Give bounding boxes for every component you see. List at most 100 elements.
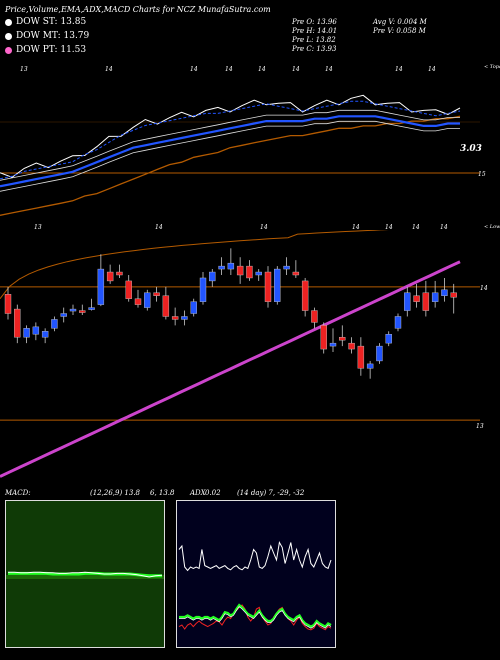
candle-body [41,331,49,338]
ema-bottom-tag: 13 [34,224,42,230]
ema-bottom-tag: 14 [260,224,268,230]
candle-body [60,313,67,317]
ema-line-price [0,94,461,178]
stat-low: Pre L: 13.82 [292,36,336,44]
candle-body [348,342,355,350]
candle-body [106,271,114,282]
candle-body [51,319,58,329]
candle-body [366,363,374,369]
candle-body [450,292,457,298]
ema-line-mid [0,115,460,188]
price-lower-level-label: 13 [476,423,484,430]
candle-body [162,295,170,317]
ema-top-tag: 13 [20,66,28,73]
macd-panel [5,500,165,648]
macd-title: MACD: [5,489,31,497]
stat-open: Pre O: 13.96 [292,18,337,26]
candle-body [199,277,207,302]
price-ema-line [0,230,389,300]
candle-body [79,310,86,313]
ema-bottom-tag: 14 [155,224,163,230]
legend-dow-st: DOW ST: 13.85 [5,17,86,27]
adx-di-outline [179,606,332,629]
adx-plot [178,541,332,631]
candle-body [23,328,30,338]
ema-top-tag: 14 [325,66,333,73]
legend-dot-pt [5,46,12,54]
price-trend-line [0,260,461,478]
ema-top-tag: 14 [292,66,300,73]
adx-plus-di-line [179,603,332,628]
adx-params: (14 day) 7, -29, -32 [237,489,305,497]
candle-body [181,316,188,320]
candle-body [431,292,439,302]
candle-body [311,310,318,323]
candle-body [227,262,235,270]
adx-minus-di-line [178,604,332,631]
candle-body [413,295,420,302]
stat-high: Pre H: 14.01 [292,27,338,35]
candle-body [134,298,142,305]
candle-body [236,265,244,276]
candle-body [357,345,365,369]
ema-top-tag: 14 [225,66,233,73]
chart-title: Price,Volume,EMA,ADX,MACD Charts for NCZ… [5,5,271,14]
macd-overlap-label: 6, 13.8 [150,489,175,497]
candle-body [385,334,392,344]
ema-top-tag: 14 [428,66,436,73]
legend-dot-mt [5,32,12,40]
ema-bottom-right-tag: < Loweа [484,224,500,230]
candle-body [88,307,95,310]
candle-body [4,294,12,314]
macd-params: (12,26,9) 13.8 [90,489,140,497]
candle-body [246,265,253,279]
legend-label-st: DOW ST: 13.85 [16,17,87,27]
adx-overlap-label: 0.02 [205,489,221,497]
stat-close: Pre C: 13.93 [292,45,337,53]
candle-body [14,308,21,338]
adx-title: ADX [190,489,206,497]
candle-body [153,292,160,296]
ema-top-right-tag: < Topa [484,64,500,70]
candle-body [255,271,262,276]
ema-line-long [0,115,461,216]
ema-top-tag: 14 [105,66,113,73]
candle-body [394,316,402,329]
ema-bottom-tag: 14 [352,224,360,230]
candle-body [97,268,105,305]
candle-body [441,289,448,296]
macd-line [8,571,163,578]
candle-body [339,337,346,341]
ema-top-tag: 14 [395,66,403,73]
candle-body [116,271,123,276]
candle-body [422,292,430,311]
price-level-label: 14 [480,285,488,292]
stat-prev-volume: Pre V: 0.058 M [373,27,426,35]
ema-band-lower [0,120,460,192]
ema-top-tag: 14 [190,66,198,73]
candle-body [218,265,225,270]
candle-body [125,280,132,299]
legend-dow-pt: DOW PT: 11.53 [5,45,86,55]
candle-body [264,271,272,302]
ema-chart: 13 14 14 14 14 14 14 14 14 < Topa 13 14 14 14 14 14 14 < … [0,64,500,230]
candle-body [320,325,327,350]
legend-dow-mt: DOW MT: 13.79 [5,31,89,41]
candle-body [32,326,40,335]
legend-dot-st [5,18,12,26]
ema-value-label: 3.03 [460,144,482,154]
ema-top-tag: 14 [258,66,266,73]
legend-label-mt: DOW MT: 13.79 [16,31,90,41]
macd-title-label: MACD [5,489,29,497]
ema-bottom-tag: 14 [412,224,420,230]
candle-body [274,268,281,302]
ema-bottom-tag: 14 [440,224,448,230]
candle-body [329,342,337,347]
ema-band-upper [0,109,460,181]
candle-body [404,292,411,311]
candle-body [376,345,383,362]
ema-bottom-tag: 14 [385,224,393,230]
legend-label-pt: DOW PT: 11.53 [16,45,87,55]
candle-body [292,271,300,276]
candle-body [69,308,77,312]
